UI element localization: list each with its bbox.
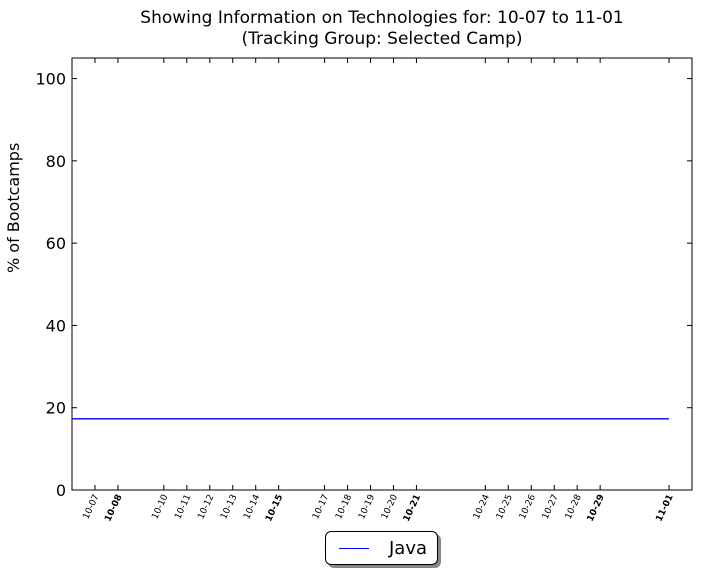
x-tick-label: 10-21	[402, 493, 423, 523]
x-tick-label: 10-15	[264, 493, 285, 523]
legend-line-java	[339, 548, 369, 549]
x-tick-label: 10-10	[150, 493, 170, 521]
x-tick-label: 10-29	[586, 493, 607, 523]
y-tick-label: 100	[35, 70, 66, 89]
x-tick-label: 10-28	[564, 493, 584, 521]
x-tick-label: 10-07	[82, 493, 102, 521]
x-tick-label: 10-12	[196, 493, 216, 521]
x-tick-label: 10-11	[173, 493, 193, 521]
y-tick-label: 20	[46, 399, 66, 418]
x-tick-label: 10-14	[242, 493, 262, 521]
y-tick-label: 40	[46, 316, 66, 335]
x-tick-label: 10-26	[518, 493, 538, 521]
x-tick-label: 11-01	[655, 493, 676, 523]
y-axis-label: % of Bootcamps	[4, 142, 23, 273]
x-tick-label: 10-24	[472, 493, 492, 521]
y-tick-label: 60	[46, 234, 66, 253]
legend-label-java: Java	[389, 538, 428, 559]
x-tick-label: 10-25	[495, 493, 515, 521]
x-tick-label: 10-18	[334, 493, 354, 521]
y-axis: 0 20 40 60 80 100	[35, 70, 692, 500]
x-tick-label: 10-08	[103, 493, 124, 523]
x-tick-label: 10-27	[541, 493, 561, 521]
x-tick-label: 10-20	[380, 493, 400, 521]
plot-area	[71, 57, 693, 491]
chart-subtitle: (Tracking Group: Selected Camp)	[241, 29, 523, 49]
x-tick-label: 10-19	[357, 493, 377, 521]
legend: Java	[325, 531, 438, 565]
x-tick-label: 10-17	[311, 493, 331, 521]
x-tick-label: 10-13	[219, 493, 239, 521]
y-tick-label: 0	[56, 481, 66, 500]
y-tick-label: 80	[46, 152, 66, 171]
chart-title: Showing Information on Technologies for:…	[140, 8, 624, 28]
